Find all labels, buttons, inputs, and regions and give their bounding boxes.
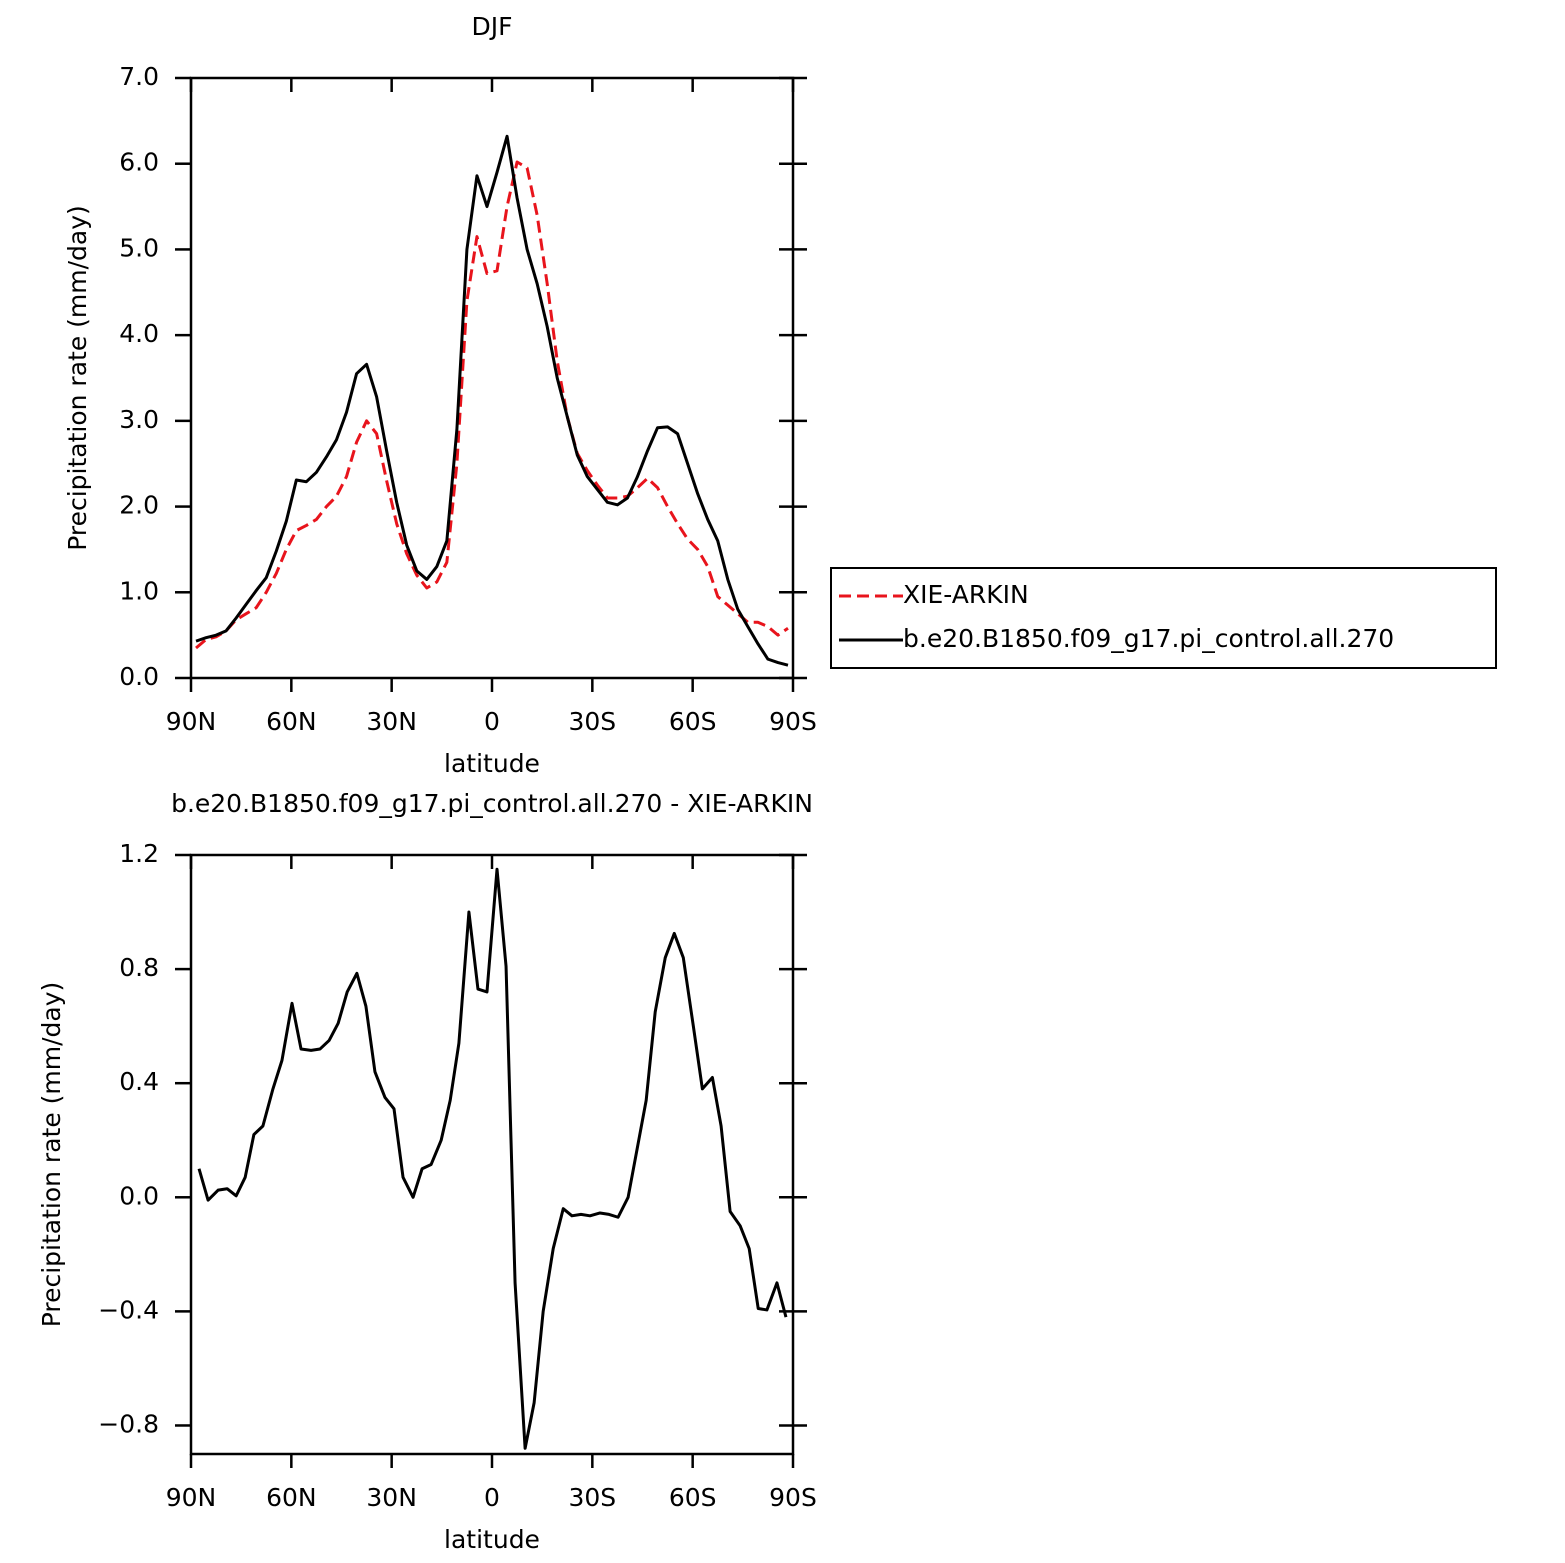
x-tick-label: 90S [769,1483,817,1512]
x-tick-label: 60S [669,1483,717,1512]
x-tick-label: 60S [669,707,717,736]
y-axis-label: Precipitation rate (mm/day) [63,205,92,551]
y-tick-label: 1.0 [119,576,159,605]
legend-label: b.e20.B1850.f09_g17.pi_control.all.270 [903,624,1394,653]
y-axis-label: Precipitation rate (mm/day) [37,982,66,1328]
legend-box [830,567,1497,669]
x-tick-label: 60N [266,1483,317,1512]
x-tick-label: 90N [166,707,217,736]
plot-frame [189,76,795,680]
y-tick-label: 6.0 [119,148,159,177]
y-tick-label: 2.0 [119,491,159,520]
data-line [197,867,788,1450]
y-tick-label: 0.0 [119,662,159,691]
y-tick-label: 0.8 [119,953,159,982]
x-tick-label: 30N [366,1483,417,1512]
x-tick-label: 90S [769,707,817,736]
chart-title: DJF [471,12,512,41]
y-tick-label: 0.4 [119,1067,159,1096]
y-tick-label: 4.0 [119,319,159,348]
y-tick-label: −0.4 [98,1295,159,1324]
x-tick-label: 30S [568,707,616,736]
y-tick-label: −0.8 [98,1409,159,1438]
x-axis-label: latitude [444,749,540,778]
y-tick-label: 7.0 [119,62,159,91]
x-tick-label: 30N [366,707,417,736]
data-line [195,134,789,667]
data-line [195,160,789,650]
y-tick-label: 0.0 [119,1181,159,1210]
y-tick-label: 3.0 [119,405,159,434]
x-tick-label: 90N [166,1483,217,1512]
x-tick-label: 30S [568,1483,616,1512]
y-tick-label: 1.2 [119,839,159,868]
y-tick-label: 5.0 [119,233,159,262]
x-tick-label: 0 [484,707,500,736]
x-axis-label: latitude [444,1525,540,1554]
chart-title: b.e20.B1850.f09_g17.pi_control.all.270 -… [171,789,813,818]
legend-label: XIE-ARKIN [903,580,1029,609]
x-tick-label: 60N [266,707,317,736]
x-tick-label: 0 [484,1483,500,1512]
